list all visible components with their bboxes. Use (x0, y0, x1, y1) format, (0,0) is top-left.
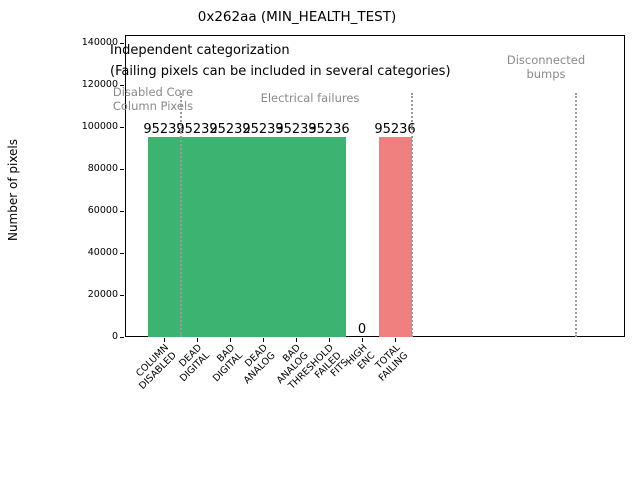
group-label-disconnected-bumps: Disconnected bumps (486, 53, 606, 81)
y-tick-mark (120, 169, 124, 170)
group-separator-dotted-line (575, 93, 577, 337)
y-tick-label: 140000 (81, 37, 118, 48)
group-label-line: bumps (526, 67, 566, 81)
bar-value-label: 95232 (176, 122, 218, 137)
group-label-electrical-failures: Electrical failures (260, 91, 360, 105)
x-tick-mark (329, 338, 330, 342)
y-tick-mark (120, 127, 124, 128)
y-tick-label: 20000 (87, 289, 118, 300)
group-separator-dotted-line (410, 93, 413, 337)
x-tick-mark (395, 338, 396, 342)
y-tick-label: 40000 (87, 247, 118, 258)
bar-column-disabled (147, 137, 181, 337)
chart-title: 0x262aa (MIN_HEALTH_TEST) (197, 9, 397, 25)
x-tick-mark (164, 338, 165, 342)
bar-bad-analog (279, 137, 313, 337)
y-tick-mark (120, 85, 124, 86)
bar-value-label: 0 (357, 322, 367, 337)
bar-value-label: 95236 (374, 122, 416, 137)
bar-dead-analog (246, 137, 280, 337)
bar-value-label: 95232 (143, 122, 185, 137)
y-tick-mark (120, 295, 124, 296)
y-tick-label: 0 (111, 331, 118, 342)
y-tick-mark (120, 337, 124, 338)
y-tick-label: 60000 (87, 205, 118, 216)
bar-value-label: 95233 (275, 122, 317, 137)
bar-value-label: 95232 (209, 122, 251, 137)
x-tick-mark (230, 338, 231, 342)
bar-total-failing (378, 137, 412, 337)
bar-bad-digital (213, 137, 247, 337)
y-tick-label: 120000 (81, 79, 118, 90)
group-separator-dotted-line (179, 93, 182, 337)
annotation-independent-categorization: Independent categorization (110, 43, 290, 58)
x-tick-mark (296, 338, 297, 342)
x-tick-mark (263, 338, 264, 342)
y-tick-mark (120, 43, 124, 44)
bar-threshold-failed-fits (312, 137, 346, 337)
bar-value-label: 95233 (242, 122, 284, 137)
bar-value-label: 95236 (308, 122, 350, 137)
group-label-line: Disabled Core (112, 85, 194, 99)
x-tick-label-dead-analog: DEAD ANALOG (241, 342, 278, 386)
y-tick-label: 80000 (87, 163, 118, 174)
x-tick-label-total-failing: TOTAL FAILING (372, 342, 410, 384)
y-tick-label: 100000 (81, 121, 118, 132)
bar-dead-digital (180, 137, 214, 337)
y-tick-mark (120, 211, 124, 212)
group-label-line: Disconnected (506, 53, 586, 67)
y-axis-label: Number of pixels (6, 138, 20, 242)
x-tick-label-bad-digital: BAD DIGITAL (210, 342, 245, 384)
group-label-disabled-core-column-pixels: Disabled Core Column Pixels (98, 85, 208, 113)
group-label-line: Column Pixels (112, 99, 194, 113)
x-tick-label-dead-digital: DEAD DIGITAL (177, 342, 212, 384)
x-tick-mark (197, 338, 198, 342)
y-tick-mark (120, 253, 124, 254)
x-tick-mark (362, 338, 363, 342)
annotation-failing-note: (Failing pixels can be included in sever… (110, 64, 451, 79)
